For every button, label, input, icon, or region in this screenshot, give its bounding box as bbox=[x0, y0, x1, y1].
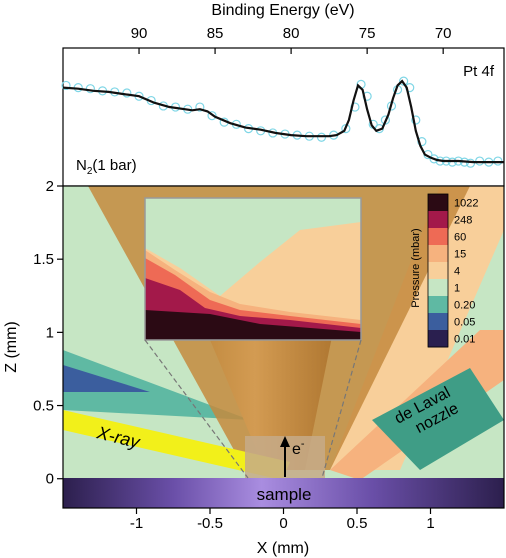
de-laval-nozzle bbox=[372, 368, 504, 470]
spectrum-x-tick-label: 90 bbox=[131, 25, 148, 42]
colorbar: 1022 248 60 15 4 1 0.20 0.05 0.01 Pressure (mbar… bbox=[410, 193, 478, 348]
gas-pressure: (1 bar) bbox=[92, 157, 136, 174]
map-x-tick-label: -1 bbox=[130, 515, 143, 532]
spectrum-condition-label: N2(1 bar) bbox=[76, 157, 137, 177]
map-y-tick-label: 0.5 bbox=[33, 398, 54, 415]
map-y-ticks: 0 0.5 1 1.5 2 bbox=[33, 178, 63, 488]
colorbar-level-label: 60 bbox=[454, 232, 466, 244]
spectrum-peak-label: Pt 4f bbox=[463, 63, 495, 80]
sample-label: sample bbox=[257, 485, 312, 504]
zoom-inset bbox=[144, 197, 362, 479]
spectrum-x-tick-label: 70 bbox=[435, 25, 452, 42]
inset-green-upper bbox=[145, 198, 361, 296]
electron-symbol: e bbox=[292, 441, 301, 458]
spectrum-panel: Binding Energy (eV) 90 85 80 75 70 Pt 4f N2(… bbox=[61, 2, 505, 187]
colorbar-swatch bbox=[428, 296, 448, 314]
spectrum-x-tick-label: 75 bbox=[359, 25, 376, 42]
colorbar-frame bbox=[427, 193, 449, 348]
map-y-tick-label: 2 bbox=[46, 178, 54, 195]
map-y-tick-label: 1.5 bbox=[33, 251, 54, 268]
colorbar-label: Pressure (mbar) bbox=[410, 228, 422, 307]
spectrum-frame bbox=[62, 47, 505, 187]
spectrum-data-point bbox=[85, 84, 95, 94]
spectrum-top-axis-title: Binding Energy (eV) bbox=[211, 2, 354, 19]
xray-beam bbox=[63, 410, 290, 480]
blue-plume-left bbox=[63, 365, 150, 392]
map-x-tick-label: 1 bbox=[426, 515, 434, 532]
colorbar-level-label: 0.05 bbox=[454, 317, 475, 329]
inset-guide-left bbox=[144, 339, 249, 479]
peach-region-right bbox=[330, 186, 504, 470]
spectrum-fit-line bbox=[62, 79, 504, 164]
colorbar-swatch bbox=[428, 279, 448, 297]
map-y-axis-label: Z (mm) bbox=[3, 321, 20, 373]
colorbar-level-label: 0.20 bbox=[454, 300, 475, 312]
colorbar-swatches: 1022 248 60 15 4 1 0.20 0.05 0.01 bbox=[427, 193, 478, 348]
map-x-ticks: -1 -0.5 0 0.5 1 bbox=[130, 508, 435, 532]
colorbar-swatch bbox=[428, 211, 448, 229]
inset-frame bbox=[144, 197, 362, 341]
map-y-tick-label: 1 bbox=[46, 324, 54, 341]
spectrum-data-point bbox=[195, 102, 205, 112]
spectrum-data-point bbox=[429, 154, 439, 164]
map-y-tick-label: 0 bbox=[46, 471, 54, 488]
colorbar-level-label: 4 bbox=[454, 266, 460, 278]
spectrum-x-ticks: 90 85 80 75 70 bbox=[131, 25, 452, 54]
spectrum-data-point bbox=[417, 137, 427, 147]
colorbar-swatch bbox=[428, 262, 448, 280]
electron-arrow-head bbox=[280, 436, 290, 447]
colorbar-swatch bbox=[428, 313, 448, 331]
colorbar-swatch bbox=[428, 245, 448, 263]
colorbar-swatch bbox=[428, 194, 448, 212]
sample-bar bbox=[63, 478, 504, 508]
inset-dark-band bbox=[145, 310, 361, 340]
spectrum-data-point bbox=[411, 115, 421, 125]
teal-plume-left bbox=[63, 350, 250, 420]
colorbar-swatch bbox=[428, 228, 448, 246]
spectrum-x-tick-label: 80 bbox=[283, 25, 300, 42]
map-x-tick-label: -0.5 bbox=[197, 515, 223, 532]
colorbar-level-label: 1 bbox=[454, 283, 460, 295]
spectrum-data-point bbox=[447, 157, 457, 167]
colorbar-level-label: 1022 bbox=[454, 198, 478, 210]
electron-charge: - bbox=[301, 438, 305, 450]
map-x-tick-label: 0.5 bbox=[347, 515, 368, 532]
colorbar-level-label: 0.01 bbox=[454, 334, 475, 346]
colorbar-level-label: 248 bbox=[454, 215, 472, 227]
gas-symbol: N bbox=[76, 157, 87, 174]
spectrum-data-point bbox=[207, 111, 217, 121]
map-x-tick-label: 0 bbox=[279, 515, 287, 532]
spectrum-data-point bbox=[61, 80, 71, 91]
colorbar-swatch bbox=[428, 330, 448, 348]
gas-subscript: 2 bbox=[87, 166, 93, 177]
map-x-axis-label: X (mm) bbox=[257, 540, 309, 557]
electron-label: e- bbox=[292, 438, 305, 458]
colorbar-level-label: 15 bbox=[454, 249, 466, 261]
spectrum-x-tick-label: 85 bbox=[207, 25, 224, 42]
